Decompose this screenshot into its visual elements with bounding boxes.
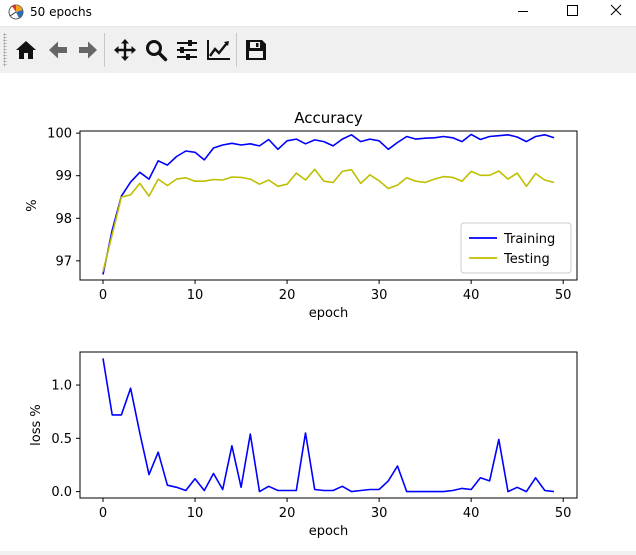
- toolbar-grip[interactable]: [3, 33, 7, 67]
- x-tick-label: 30: [371, 506, 388, 521]
- series-line-loss: [102, 358, 555, 493]
- loss-subplot: 0 10 20 30 40 50 0.0 0.5 1.0 epoch loss %: [29, 351, 578, 539]
- maximize-button[interactable]: [548, 0, 594, 24]
- series-line-training: [102, 133, 555, 275]
- chart-title: Accuracy: [294, 109, 363, 127]
- sliders-icon: [177, 40, 197, 60]
- line-chart-icon: [207, 40, 230, 60]
- move-icon: [114, 39, 136, 61]
- x-tick-label: 50: [555, 288, 572, 303]
- accuracy-subplot: 0 10 20 30 40 50 97 98 99 100 epoch% Accuracy Traini…: [25, 109, 578, 321]
- axes-frame: [79, 351, 578, 499]
- toolbar-separator: [104, 33, 105, 67]
- legend-label-testing: Testing: [503, 252, 550, 267]
- pan-button[interactable]: [111, 35, 139, 65]
- maximize-icon: [567, 5, 578, 16]
- x-tick-label: 0: [99, 288, 107, 303]
- x-axis-label: epoch: [309, 524, 349, 539]
- floppy-disk-icon: [246, 40, 266, 60]
- y-axis-label: loss %: [29, 404, 44, 446]
- y-tick-label: 0.5: [51, 432, 72, 447]
- x-axis-label: epoch: [309, 306, 349, 321]
- legend-label-training: Training: [503, 232, 555, 247]
- home-button[interactable]: [12, 35, 40, 65]
- close-icon: [610, 4, 622, 16]
- y-tick-label: 98: [55, 212, 72, 227]
- x-tick-label: 0: [99, 506, 107, 521]
- toolbar: [0, 26, 636, 74]
- legend-box: [460, 222, 572, 274]
- forward-button[interactable]: [74, 35, 102, 65]
- x-tick-label: 20: [279, 288, 296, 303]
- y-tick-label: 1.0: [51, 379, 72, 394]
- close-button[interactable]: [592, 0, 636, 24]
- axes-frame: [79, 130, 578, 281]
- title-bar: 50 epochs: [0, 0, 636, 24]
- arrow-left-icon: [49, 41, 67, 59]
- zoom-button[interactable]: [142, 35, 170, 65]
- x-tick-label: 20: [279, 506, 296, 521]
- y-axis-label: %: [25, 199, 40, 211]
- x-tick-label: 10: [187, 506, 204, 521]
- back-button[interactable]: [44, 35, 72, 65]
- status-strip: [0, 551, 636, 555]
- window-title: 50 epochs: [30, 5, 92, 19]
- series-line-testing: [102, 168, 555, 272]
- y-tick-label: 0.0: [51, 485, 72, 500]
- minimize-icon: [518, 11, 528, 12]
- subplots-button[interactable]: [173, 35, 201, 65]
- figure-canvas[interactable]: 0 10 20 30 40 50979899100epoch%AccuracyTraini…: [0, 73, 636, 551]
- app-icon: [8, 4, 24, 20]
- magnifier-icon: [146, 40, 168, 62]
- x-tick-label: 10: [187, 288, 204, 303]
- home-icon: [16, 41, 36, 59]
- x-tick-label: 40: [463, 288, 480, 303]
- arrow-right-icon: [79, 41, 97, 59]
- x-tick-label: 50: [555, 506, 572, 521]
- toolbar-separator: [236, 33, 237, 67]
- save-button[interactable]: [242, 35, 270, 65]
- x-tick-label: 40: [463, 506, 480, 521]
- y-tick-label: 97: [55, 254, 72, 269]
- minimize-button[interactable]: [500, 0, 546, 24]
- x-tick-label: 30: [371, 288, 388, 303]
- y-tick-label: 99: [55, 169, 72, 184]
- y-tick-label: 100: [47, 127, 72, 142]
- customize-button[interactable]: [204, 35, 232, 65]
